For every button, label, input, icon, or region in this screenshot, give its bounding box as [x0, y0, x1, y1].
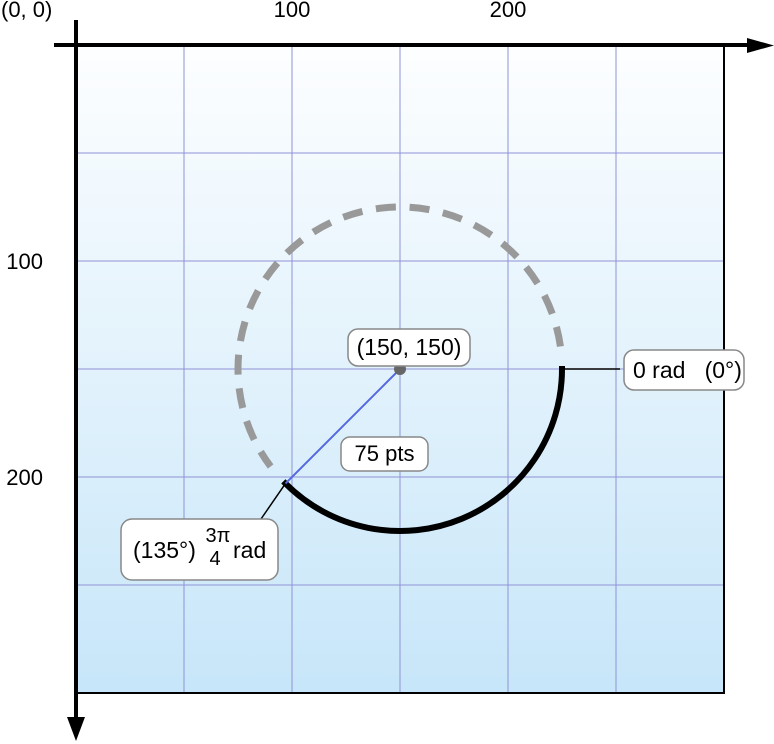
svg-text:100: 100: [274, 0, 311, 22]
svg-text:(135°): (135°): [133, 537, 196, 563]
svg-text:3π: 3π: [206, 525, 231, 547]
svg-text:200: 200: [490, 0, 527, 22]
svg-text:0 rad (0°): 0 rad (0°): [633, 357, 742, 383]
svg-text:rad: rad: [233, 537, 266, 563]
svg-text:100: 100: [6, 249, 43, 274]
svg-text:4: 4: [209, 548, 220, 570]
svg-text:(0, 0): (0, 0): [1, 0, 52, 22]
svg-text:75 pts: 75 pts: [355, 441, 415, 466]
svg-text:(150, 150): (150, 150): [357, 334, 462, 360]
svg-text:200: 200: [6, 465, 43, 490]
